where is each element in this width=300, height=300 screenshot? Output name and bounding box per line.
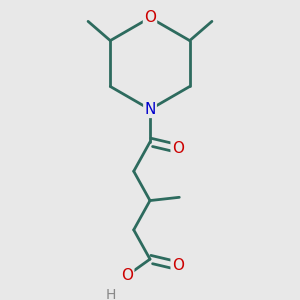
Text: H: H bbox=[106, 288, 116, 300]
Text: O: O bbox=[172, 141, 184, 156]
Text: O: O bbox=[144, 10, 156, 25]
Text: O: O bbox=[121, 268, 133, 283]
Text: O: O bbox=[172, 258, 184, 273]
Text: N: N bbox=[144, 102, 156, 117]
